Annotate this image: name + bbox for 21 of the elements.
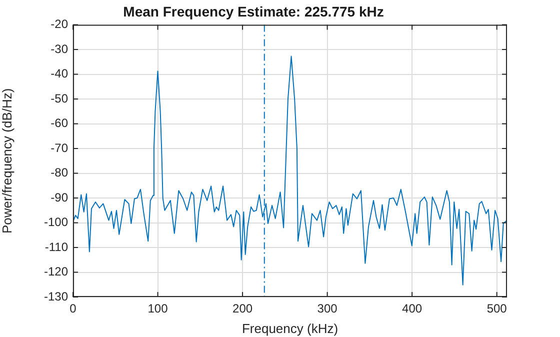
- y-tick-label: -30: [50, 42, 68, 56]
- y-tick-label: -50: [50, 91, 68, 106]
- y-tick-label: -120: [44, 264, 68, 279]
- x-tick-label: 100: [148, 302, 168, 316]
- y-tick-label: -40: [50, 66, 68, 81]
- y-tick-label: -110: [44, 240, 68, 254]
- y-tick-label: -100: [44, 215, 68, 230]
- x-axis-title: Frequency (kHz): [242, 320, 338, 336]
- x-tick-label: 400: [402, 302, 422, 316]
- y-tick-label: -60: [50, 116, 68, 130]
- y-tick-label: -70: [50, 140, 68, 155]
- y-tick-label: -90: [50, 190, 68, 204]
- x-tick-label: 500: [486, 302, 508, 316]
- x-tick-label: 0: [70, 302, 77, 316]
- y-axis-title: Power/frequency (dB/Hz): [0, 88, 14, 234]
- x-tick-label: 300: [317, 302, 338, 316]
- y-tick-label: -20: [50, 17, 68, 32]
- x-tick-label: 200: [232, 302, 253, 316]
- chart-title: Mean Frequency Estimate: 225.775 kHz: [123, 3, 384, 20]
- y-tick-label: -130: [44, 289, 68, 304]
- y-tick-label: -80: [50, 166, 68, 180]
